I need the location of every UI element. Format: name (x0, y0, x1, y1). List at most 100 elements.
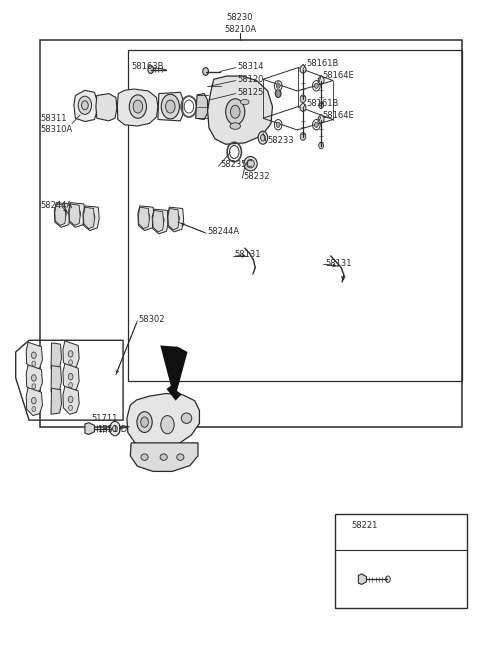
Circle shape (300, 132, 306, 140)
Polygon shape (63, 364, 79, 392)
Circle shape (261, 134, 265, 141)
Polygon shape (51, 389, 61, 414)
Text: 58164E: 58164E (322, 111, 354, 120)
Circle shape (68, 374, 73, 380)
Circle shape (60, 209, 66, 218)
Text: 58244A: 58244A (207, 228, 240, 237)
Circle shape (143, 213, 150, 222)
Circle shape (32, 361, 36, 366)
Text: 58125: 58125 (238, 88, 264, 96)
Polygon shape (69, 204, 80, 226)
Circle shape (300, 95, 306, 102)
Polygon shape (74, 91, 97, 121)
Circle shape (68, 351, 73, 357)
Text: 58131: 58131 (325, 259, 351, 267)
Polygon shape (138, 206, 154, 231)
Ellipse shape (141, 454, 148, 460)
Circle shape (137, 411, 152, 432)
Text: 58221: 58221 (352, 522, 378, 531)
Circle shape (32, 375, 36, 381)
Polygon shape (152, 209, 168, 234)
Ellipse shape (230, 123, 240, 129)
Text: 58120: 58120 (238, 75, 264, 84)
Circle shape (82, 100, 88, 110)
Polygon shape (69, 203, 85, 228)
Polygon shape (127, 394, 199, 449)
Circle shape (88, 213, 95, 222)
Circle shape (110, 421, 120, 436)
Polygon shape (160, 346, 188, 401)
Polygon shape (84, 207, 95, 229)
Polygon shape (26, 365, 42, 393)
Text: 58310A: 58310A (40, 125, 73, 134)
Circle shape (133, 100, 143, 113)
Circle shape (141, 417, 148, 427)
Circle shape (230, 105, 240, 118)
Text: 58233: 58233 (268, 136, 294, 145)
Circle shape (78, 96, 92, 114)
Circle shape (148, 66, 154, 74)
Text: 58164E: 58164E (322, 71, 354, 80)
Circle shape (113, 425, 117, 432)
Polygon shape (96, 94, 117, 121)
Circle shape (276, 90, 281, 97)
Text: 58161B: 58161B (307, 59, 339, 68)
Bar (336, 514, 467, 608)
Circle shape (319, 142, 324, 149)
Circle shape (68, 396, 73, 402)
Text: 58314: 58314 (238, 62, 264, 71)
Polygon shape (55, 204, 66, 226)
Polygon shape (359, 574, 366, 584)
Polygon shape (168, 209, 179, 230)
Text: 51711: 51711 (91, 413, 118, 422)
Text: 58232: 58232 (244, 172, 270, 181)
Bar (39, 40, 462, 426)
Text: 58161B: 58161B (307, 99, 339, 108)
Polygon shape (51, 366, 61, 392)
Polygon shape (54, 203, 71, 228)
Circle shape (314, 122, 318, 127)
Polygon shape (117, 89, 158, 126)
Ellipse shape (244, 156, 257, 171)
Text: 58235C: 58235C (220, 160, 252, 170)
Circle shape (166, 100, 175, 113)
Ellipse shape (247, 160, 254, 168)
Polygon shape (196, 94, 207, 119)
Polygon shape (158, 93, 183, 121)
Text: 58230: 58230 (227, 13, 253, 22)
Circle shape (385, 576, 390, 582)
Text: 58244A: 58244A (40, 201, 72, 211)
Circle shape (69, 360, 72, 365)
Circle shape (258, 131, 268, 144)
Circle shape (161, 415, 174, 434)
Ellipse shape (177, 454, 184, 460)
Polygon shape (318, 76, 324, 85)
Circle shape (276, 122, 280, 127)
Circle shape (226, 98, 245, 125)
Circle shape (161, 95, 180, 119)
Circle shape (74, 209, 81, 218)
Circle shape (319, 102, 324, 108)
Polygon shape (51, 343, 61, 369)
Text: 58210A: 58210A (224, 25, 256, 34)
Polygon shape (83, 206, 99, 231)
Polygon shape (63, 387, 79, 414)
Circle shape (69, 405, 72, 410)
Bar (128, 50, 462, 381)
Polygon shape (138, 207, 149, 229)
Text: 1351JD: 1351JD (97, 425, 127, 434)
Text: 58131: 58131 (234, 250, 261, 259)
Polygon shape (26, 388, 42, 415)
Circle shape (32, 406, 36, 411)
Ellipse shape (181, 413, 192, 423)
Polygon shape (207, 76, 273, 144)
Polygon shape (63, 341, 79, 369)
Polygon shape (168, 207, 184, 232)
Polygon shape (153, 211, 164, 232)
Circle shape (32, 352, 36, 359)
Circle shape (314, 83, 318, 89)
Circle shape (32, 384, 36, 389)
Polygon shape (300, 102, 306, 111)
Polygon shape (130, 443, 198, 471)
Circle shape (129, 95, 146, 118)
